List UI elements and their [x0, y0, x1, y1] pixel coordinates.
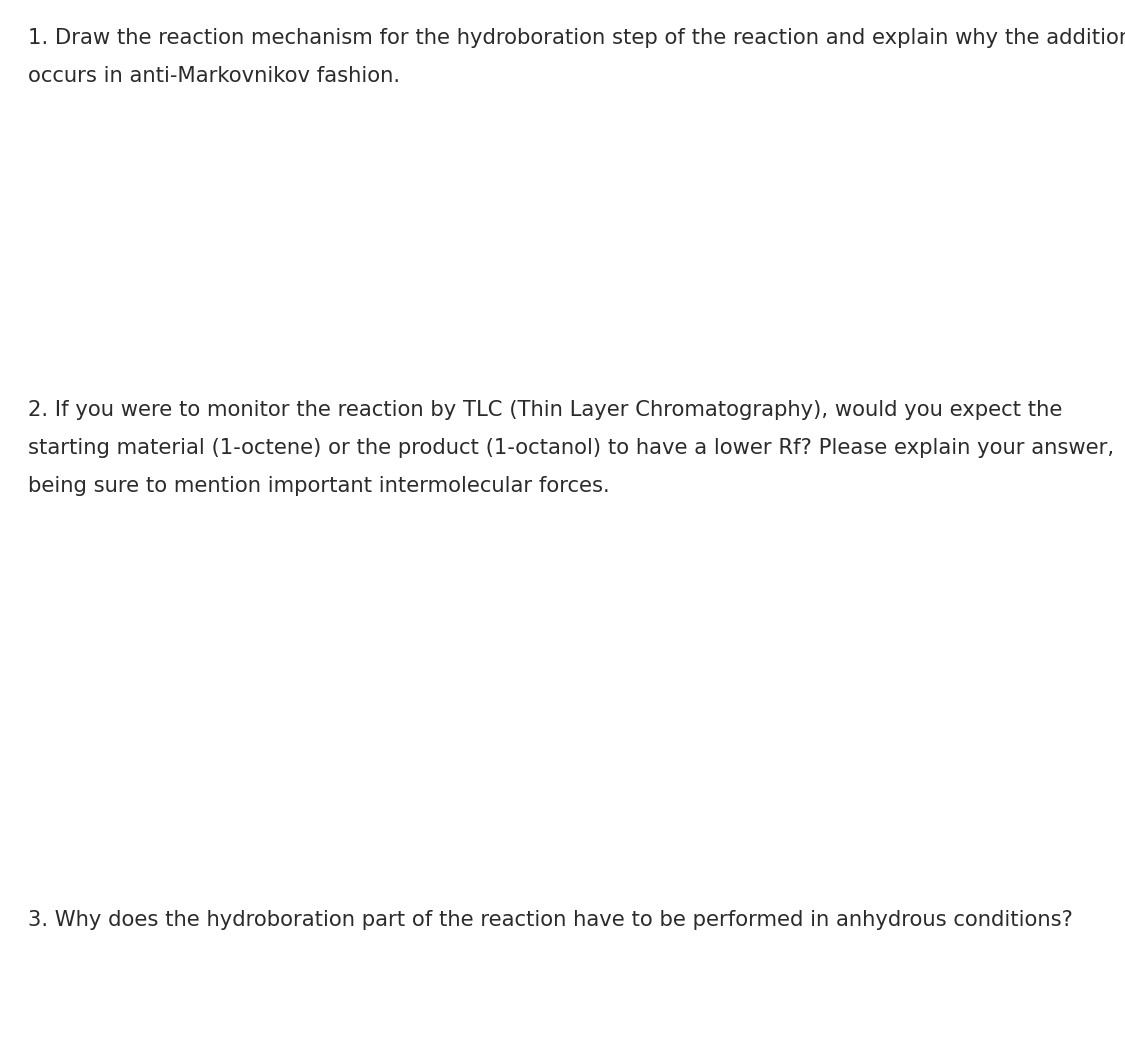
Text: 1. Draw the reaction mechanism for the hydroboration step of the reaction and ex: 1. Draw the reaction mechanism for the h…	[28, 28, 1125, 48]
Text: 3. Why does the hydroboration part of the reaction have to be performed in anhyd: 3. Why does the hydroboration part of th…	[28, 910, 1073, 930]
Text: starting material (1-octene) or the product (1-octanol) to have a lower Rf? Plea: starting material (1-octene) or the prod…	[28, 438, 1114, 458]
Text: occurs in anti-Markovnikov fashion.: occurs in anti-Markovnikov fashion.	[28, 66, 400, 86]
Text: being sure to mention important intermolecular forces.: being sure to mention important intermol…	[28, 476, 610, 496]
Text: 2. If you were to monitor the reaction by TLC (Thin Layer Chromatography), would: 2. If you were to monitor the reaction b…	[28, 400, 1062, 420]
